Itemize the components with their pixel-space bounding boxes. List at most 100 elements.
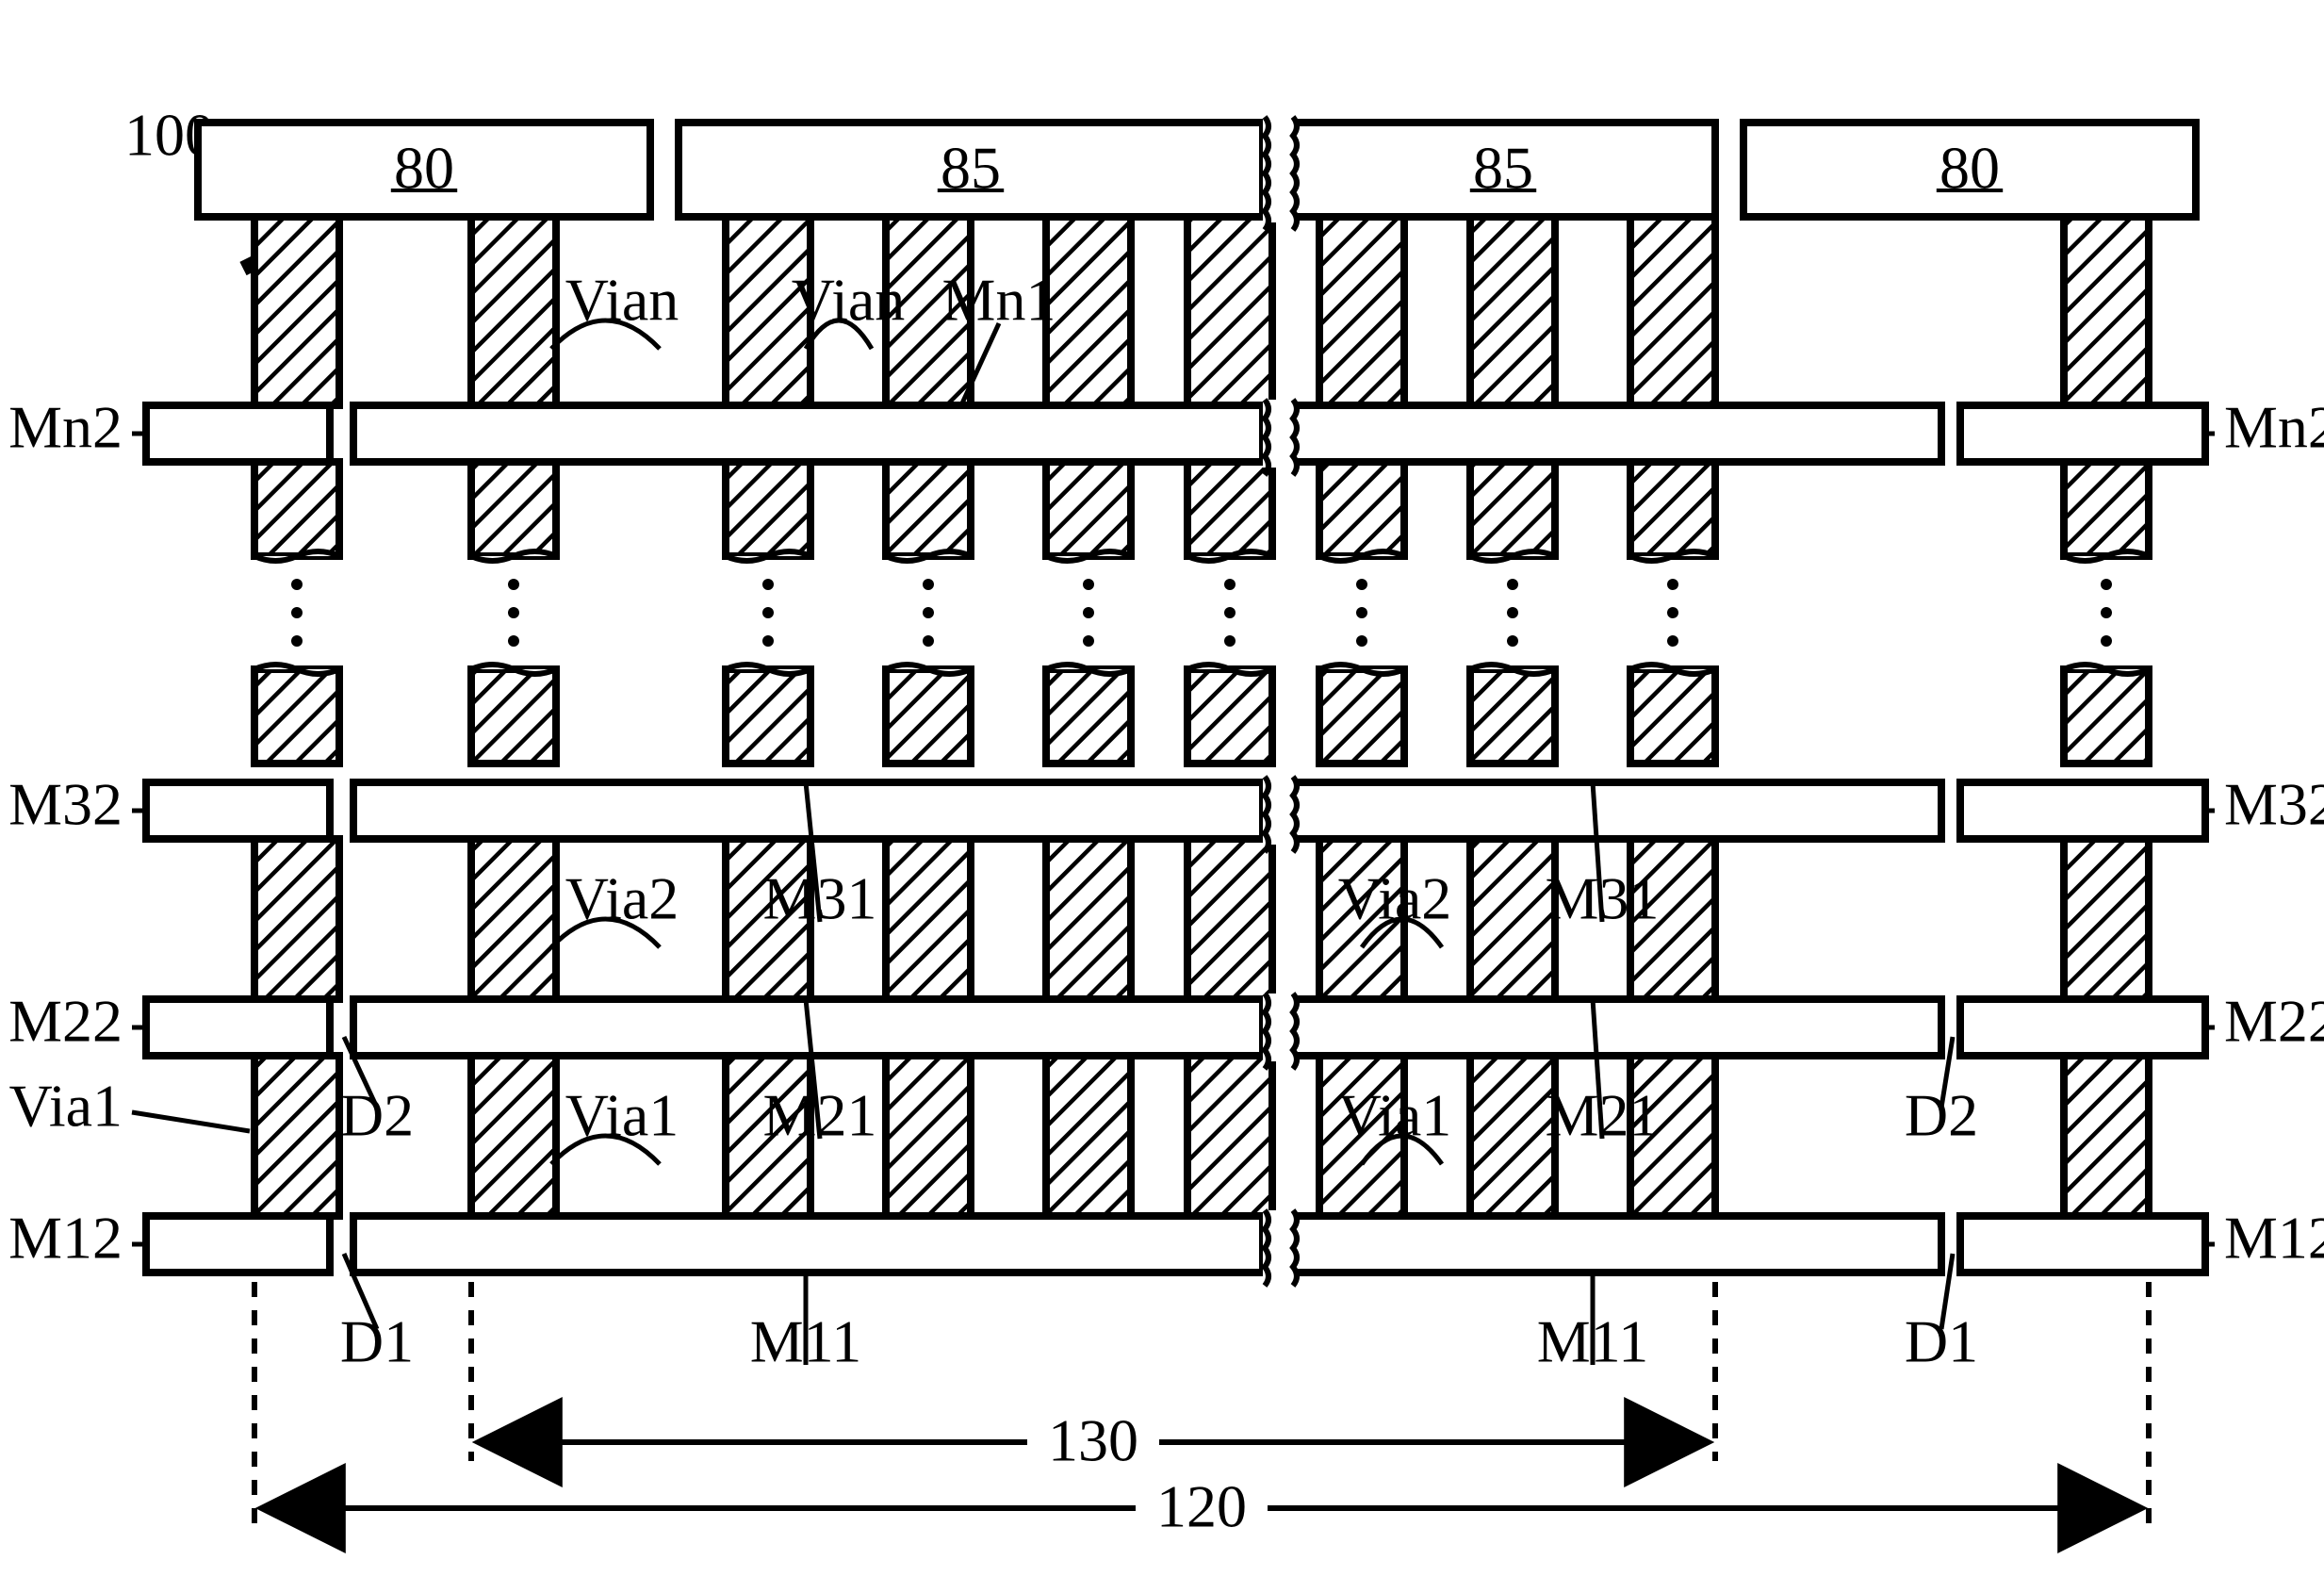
ellipsis-dot	[1224, 607, 1236, 618]
via-stub-top	[1046, 462, 1131, 556]
label-inline: D1	[340, 1308, 414, 1375]
metal-M3-end	[146, 782, 330, 839]
ellipsis-dot	[1667, 607, 1678, 618]
metal-M2-end	[1960, 999, 2205, 1056]
via-stub-top	[726, 462, 810, 556]
ellipsis-dot	[1356, 607, 1367, 618]
via-stub-bot	[1319, 669, 1404, 764]
label-right: M12	[2224, 1205, 2324, 1272]
label-inline: D2	[1905, 1082, 1978, 1149]
ellipsis-dot	[508, 607, 519, 618]
label-right: Mn2	[2224, 394, 2324, 461]
via-stub-bot	[1630, 669, 1715, 764]
ellipsis-dot	[291, 607, 303, 618]
ellipsis-dot	[923, 635, 934, 647]
label-left: Mn2	[8, 394, 123, 461]
ellipsis-dot	[762, 635, 774, 647]
via-stub-bot	[471, 669, 556, 764]
metal-Mn	[1291, 405, 1941, 462]
label-left: M12	[8, 1205, 123, 1272]
metal-M3-end	[1960, 782, 2205, 839]
via-stub-bot	[1187, 669, 1272, 764]
via-stub-top	[1470, 462, 1555, 556]
ellipsis-dot	[762, 607, 774, 618]
ellipsis-dot	[1507, 635, 1518, 647]
metal-Mn	[353, 405, 1263, 462]
metal-M1	[1291, 1216, 1941, 1273]
label-right: M32	[2224, 771, 2324, 838]
label-right: M22	[2224, 988, 2324, 1055]
via-n	[1187, 217, 1272, 405]
ellipsis-dot	[2101, 635, 2112, 647]
label-inline: M21	[763, 1082, 877, 1149]
ellipsis-dot	[762, 579, 774, 590]
ellipsis-dot	[1224, 579, 1236, 590]
ellipsis-dot	[508, 579, 519, 590]
via-2	[471, 839, 556, 999]
via-1	[254, 1056, 339, 1216]
ellipsis-dot	[291, 579, 303, 590]
ellipsis-dot	[1083, 607, 1094, 618]
dim-label: 120	[1156, 1473, 1247, 1540]
ellipsis-dot	[2101, 579, 2112, 590]
via-2	[2064, 839, 2149, 999]
metal-M1-end	[1960, 1216, 2205, 1273]
via-stub-top	[254, 462, 339, 556]
ellipsis-dot	[1224, 635, 1236, 647]
via-1	[1470, 1056, 1555, 1216]
via-n	[1319, 217, 1404, 405]
via-stub-bot	[1470, 669, 1555, 764]
ellipsis-dot	[2101, 607, 2112, 618]
via-n	[1630, 217, 1715, 405]
via-stub-top	[1187, 462, 1272, 556]
via-2	[1187, 839, 1272, 999]
ellipsis-dot	[1507, 579, 1518, 590]
via-1	[1046, 1056, 1131, 1216]
via-stub-bot	[2064, 669, 2149, 764]
via-2	[886, 839, 971, 999]
metal-Mn-end	[1960, 405, 2205, 462]
root-group: 10080858580Mn2M32M22Via1M12Mn2M32M22M12V…	[8, 102, 2324, 1540]
via-n	[2064, 217, 2149, 405]
via-n	[254, 217, 339, 405]
ellipsis-dot	[1356, 635, 1367, 647]
label-inline: M31	[763, 865, 877, 932]
metal-Mn-end	[146, 405, 330, 462]
label-left: Via1	[8, 1073, 123, 1140]
ellipsis-dot	[508, 635, 519, 647]
via-stub-bot	[1046, 669, 1131, 764]
ellipsis-dot	[1083, 635, 1094, 647]
ellipsis-dot	[291, 635, 303, 647]
via-n	[471, 217, 556, 405]
via-stub-bot	[726, 669, 810, 764]
ellipsis-dot	[1083, 579, 1094, 590]
diagram-svg: 10080858580Mn2M32M22Via1M12Mn2M32M22M12V…	[0, 0, 2324, 1593]
ellipsis-dot	[923, 607, 934, 618]
via-1	[2064, 1056, 2149, 1216]
metal-M3	[1291, 782, 1941, 839]
via-stub-bot	[886, 669, 971, 764]
metal-M1-end	[146, 1216, 330, 1273]
via-stub-top	[886, 462, 971, 556]
via-2	[1470, 839, 1555, 999]
via-stub-top	[2064, 462, 2149, 556]
metal-M2-end	[146, 999, 330, 1056]
ellipsis-dot	[923, 579, 934, 590]
label-inline: D2	[340, 1082, 414, 1149]
via-stub-bot	[254, 669, 339, 764]
via-2	[254, 839, 339, 999]
label-left: M32	[8, 771, 123, 838]
via-1	[471, 1056, 556, 1216]
ellipsis-dot	[1356, 579, 1367, 590]
ellipsis-dot	[1667, 579, 1678, 590]
via-2	[1046, 839, 1131, 999]
ellipsis-dot	[1507, 607, 1518, 618]
via-stub-top	[471, 462, 556, 556]
via-stub-top	[1630, 462, 1715, 556]
ellipsis-dot	[1667, 635, 1678, 647]
via-n	[1046, 217, 1131, 405]
via-stub-top	[1319, 462, 1404, 556]
dim-label: 130	[1048, 1407, 1138, 1474]
via-n	[1470, 217, 1555, 405]
label-left: M22	[8, 988, 123, 1055]
